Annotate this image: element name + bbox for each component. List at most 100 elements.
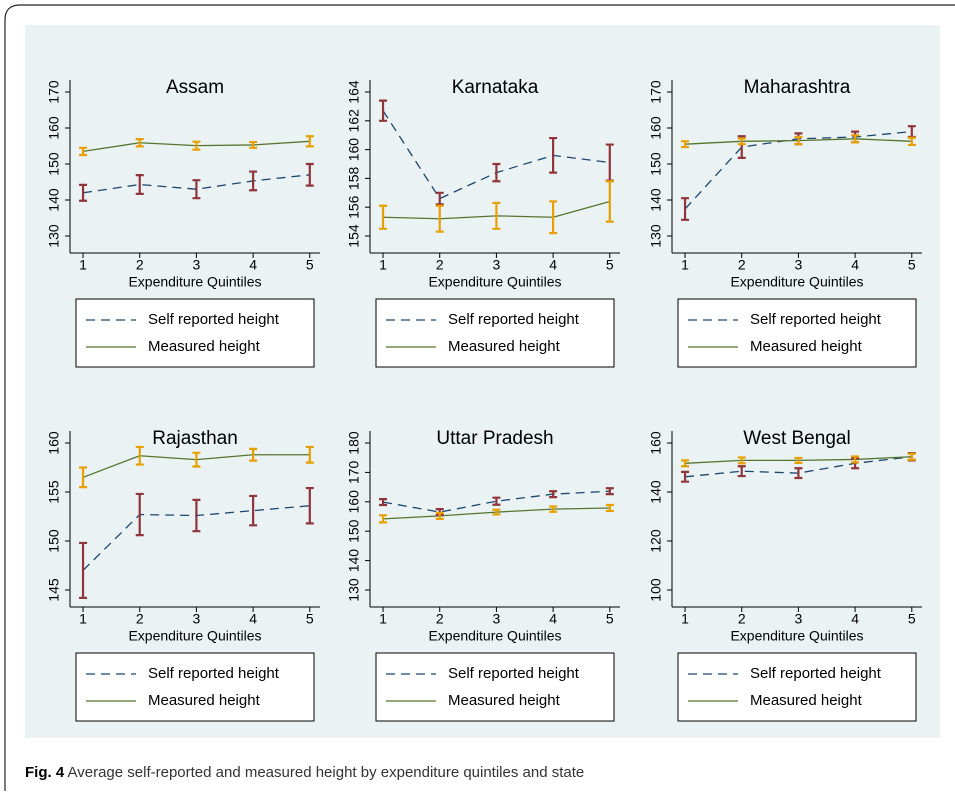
error-bar (605, 503, 614, 513)
error-bar (249, 170, 258, 192)
series-line (82, 174, 310, 194)
legend-label: Self reported height (448, 311, 580, 328)
y-tick-label: 140 (648, 188, 664, 212)
y-tick-label: 130 (346, 578, 362, 602)
chart-title: West Bengal (743, 428, 850, 449)
error-bar (492, 201, 501, 230)
x-tick-label: 3 (193, 611, 201, 627)
legend-box (75, 298, 315, 368)
y-tick-label: 160 (648, 431, 664, 455)
error-bar (681, 140, 690, 149)
y-tick-label: 140 (346, 549, 362, 573)
caption-text: Average self-reported and measured heigh… (68, 764, 585, 781)
error-bar (737, 465, 746, 478)
legend-label: Measured height (750, 692, 863, 709)
error-bar (79, 466, 88, 489)
error-bar (605, 487, 614, 496)
error-bar (192, 451, 201, 468)
x-tick-label: 5 (908, 611, 916, 627)
y-tick-label: 160 (46, 116, 62, 140)
x-tick-label: 2 (136, 257, 144, 273)
error-bar (549, 490, 558, 499)
x-tick-label: 2 (436, 257, 444, 273)
error-bar (379, 514, 388, 524)
error-bar (379, 99, 388, 122)
error-bar (907, 136, 916, 147)
error-bar (435, 511, 444, 520)
error-bar (492, 162, 501, 183)
x-tick-label: 2 (738, 611, 746, 627)
chart-title: Maharashtra (744, 77, 851, 98)
error-bar (249, 494, 258, 527)
y-tick-label: 150 (46, 152, 62, 176)
x-axis-title: Expenditure Quintiles (128, 274, 261, 290)
x-tick-label: 4 (549, 257, 557, 273)
y-tick-label: 140 (46, 188, 62, 212)
error-bar (492, 508, 501, 516)
x-tick-label: 1 (79, 257, 87, 273)
y-tick-label: 140 (648, 480, 664, 504)
x-tick-label: 5 (306, 611, 314, 627)
error-bar (435, 191, 444, 206)
x-tick-label: 1 (681, 257, 689, 273)
x-tick-label: 4 (851, 257, 859, 273)
x-tick-label: 5 (908, 257, 916, 273)
frame (4, 4, 955, 791)
error-bar (135, 174, 144, 195)
x-tick-label: 2 (136, 611, 144, 627)
y-tick-label: 130 (46, 224, 62, 248)
error-bar (435, 204, 444, 233)
error-bar (379, 498, 388, 507)
error-bar (135, 445, 144, 466)
x-tick-label: 5 (606, 611, 614, 627)
x-axis-title: Expenditure Quintiles (730, 628, 863, 644)
error-bar (379, 204, 388, 230)
chart-title: Karnataka (452, 77, 539, 98)
y-tick-label: 150 (346, 519, 362, 543)
error-bar (192, 140, 201, 151)
error-bar (851, 455, 860, 464)
error-bar (681, 197, 690, 221)
x-tick-label: 4 (549, 611, 557, 627)
error-bar (249, 447, 258, 462)
chart-title: Rajasthan (152, 428, 238, 449)
x-tick-label: 1 (79, 611, 87, 627)
legend-label: Measured height (448, 338, 561, 355)
chart-title: Assam (166, 77, 224, 98)
legend-label: Measured height (148, 692, 261, 709)
error-bar (549, 136, 558, 174)
error-bar (681, 459, 690, 468)
x-tick-label: 1 (379, 611, 387, 627)
x-axis-title: Expenditure Quintiles (128, 628, 261, 644)
x-tick-label: 3 (493, 611, 501, 627)
x-axis-title: Expenditure Quintiles (428, 628, 561, 644)
x-tick-label: 3 (493, 257, 501, 273)
error-bar (549, 505, 558, 513)
error-bar (79, 541, 88, 599)
error-bar (681, 470, 690, 483)
y-tick-label: 160 (346, 490, 362, 514)
legend-label: Measured height (148, 338, 261, 355)
error-bar (192, 179, 201, 200)
y-tick-label: 170 (46, 80, 62, 104)
error-bar (249, 140, 258, 149)
legend-label: Self reported height (148, 311, 280, 328)
error-bar (305, 135, 314, 148)
x-tick-label: 1 (379, 257, 387, 273)
x-tick-label: 3 (795, 257, 803, 273)
error-bar (305, 162, 314, 187)
series-line (382, 490, 610, 513)
legend-box (375, 298, 615, 368)
y-tick-label: 158 (346, 167, 362, 191)
x-tick-label: 4 (851, 611, 859, 627)
error-bar (492, 496, 501, 506)
y-tick-label: 164 (346, 80, 362, 104)
legend-label: Self reported height (750, 311, 882, 328)
y-tick-label: 156 (346, 195, 362, 219)
legend-label: Measured height (750, 338, 863, 355)
y-tick-label: 154 (346, 224, 362, 248)
x-tick-label: 5 (606, 257, 614, 273)
error-bar (79, 183, 88, 202)
